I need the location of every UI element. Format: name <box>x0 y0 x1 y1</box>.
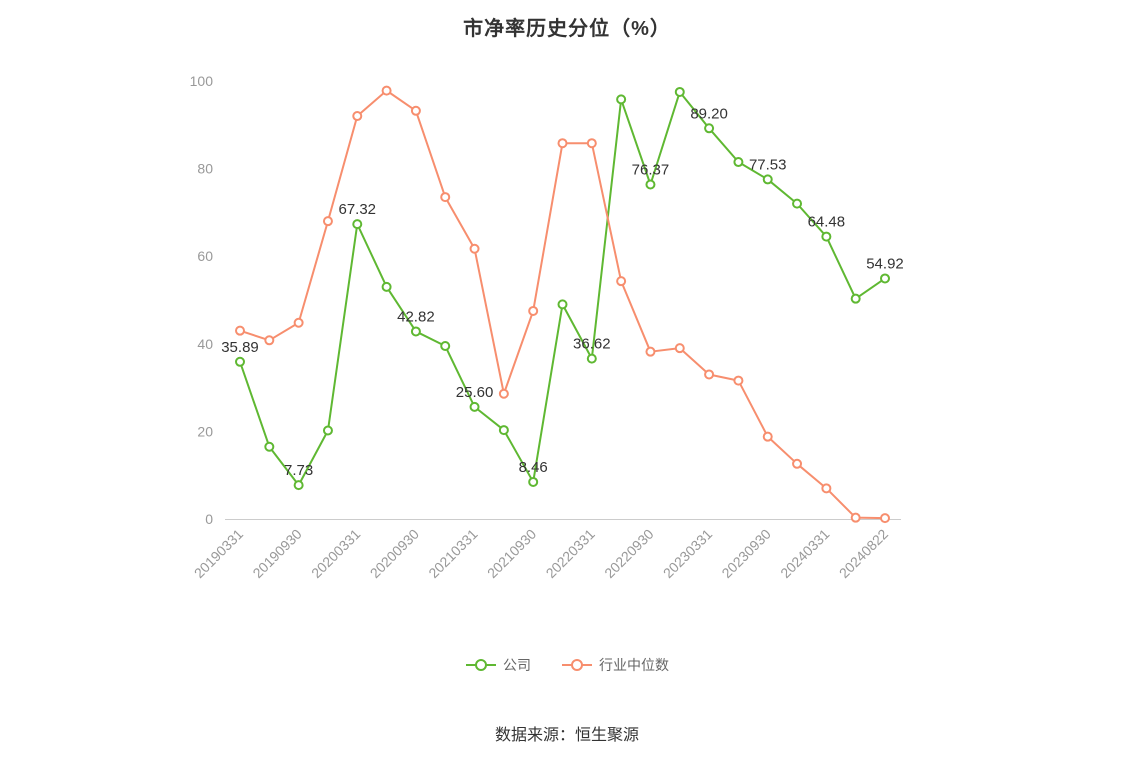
company-point-label: 64.48 <box>808 214 846 231</box>
company-data-point <box>733 157 744 168</box>
company-data-point <box>498 425 509 436</box>
x-axis-tick-label: 20240331 <box>777 526 833 582</box>
legend-label-company: 公司 <box>503 657 531 673</box>
line-chart-canvas: 0 20 40 60 80 100 20190331 20190930 20200331 2020… <box>190 73 904 582</box>
company-data-point <box>293 480 304 491</box>
company-data-point <box>352 219 363 230</box>
industry-median-data-point <box>645 346 656 357</box>
company-data-point <box>645 179 656 190</box>
legend-line-marker-icon <box>562 659 592 671</box>
industry-median-data-point <box>792 458 803 469</box>
x-axis-tick-label: 20230331 <box>660 526 716 582</box>
y-axis-tick-label: 40 <box>197 336 213 352</box>
company-data-point <box>381 281 392 292</box>
legend-line-marker-icon <box>466 659 496 671</box>
company-data-point <box>704 123 715 134</box>
company-point-label: 35.89 <box>221 339 259 356</box>
company-series-line <box>239 90 886 487</box>
x-axis-tick-label: 20210930 <box>484 526 540 582</box>
industry-median-data-point <box>410 105 421 116</box>
x-axis-tick-label: 20220930 <box>601 526 657 582</box>
x-axis-tick-label: 20240822 <box>836 526 892 582</box>
industry-median-data-point <box>440 192 451 203</box>
x-axis-tick-label: 20190930 <box>249 526 305 582</box>
industry-median-data-point <box>616 276 627 287</box>
company-data-point <box>674 86 685 97</box>
legend-item-industry-median[interactable]: 行业中位数 <box>561 655 669 675</box>
company-data-point <box>792 198 803 209</box>
company-point-label: 25.60 <box>456 384 494 401</box>
y-axis-tick-label: 20 <box>197 423 213 439</box>
y-axis-tick-label: 100 <box>190 73 214 89</box>
company-data-point <box>322 425 333 436</box>
industry-median-data-point <box>733 375 744 386</box>
y-axis-tick-label: 80 <box>197 161 213 177</box>
company-data-point <box>235 356 245 367</box>
company-data-point <box>762 174 773 185</box>
industry-median-data-point <box>821 483 832 494</box>
legend-label-industry-median: 行业中位数 <box>599 657 669 673</box>
industry-median-data-point <box>469 243 480 254</box>
x-axis-tick-label: 20200930 <box>367 526 423 582</box>
x-axis-tick-label: 20210331 <box>425 526 481 582</box>
x-axis-tick-label: 20230930 <box>718 526 774 582</box>
industry-median-data-point <box>352 111 363 122</box>
company-point-label: 8.46 <box>519 459 548 476</box>
chart-title: 市净率历史分位（%） <box>463 18 671 40</box>
industry-median-data-point <box>557 138 568 149</box>
industry-median-data-point <box>235 325 245 336</box>
company-point-label: 7.73 <box>284 462 313 479</box>
industry-median-data-point <box>880 513 890 524</box>
industry-median-data-point <box>674 343 685 354</box>
legend-item-company[interactable]: 公司 <box>465 655 531 675</box>
industry-median-data-point <box>704 369 715 380</box>
industry-median-data-point <box>586 138 597 149</box>
x-axis-tick-label: 20190331 <box>191 526 247 582</box>
company-data-point <box>469 401 480 412</box>
company-data-point <box>850 293 861 304</box>
company-point-label: 77.53 <box>749 156 787 173</box>
y-axis-tick-label: 60 <box>197 248 213 264</box>
industry-median-data-point <box>762 431 773 442</box>
company-data-point <box>557 299 568 310</box>
company-data-point <box>440 340 451 351</box>
company-data-point <box>528 476 539 487</box>
industry-median-data-point <box>528 305 539 316</box>
x-axis-tick-label: 20220331 <box>543 526 599 582</box>
industry-median-data-point <box>264 335 275 346</box>
x-axis-tick-label: 20200331 <box>308 526 364 582</box>
company-data-point <box>616 94 627 105</box>
chart-legend: 公司 行业中位数 <box>0 655 1134 675</box>
company-data-point <box>821 231 832 242</box>
company-point-label: 67.32 <box>338 201 376 218</box>
company-data-point <box>264 441 275 452</box>
industry-median-data-point <box>381 85 392 96</box>
company-data-point <box>410 326 421 337</box>
industry-median-data-point <box>322 216 333 227</box>
company-point-label: 42.82 <box>397 308 435 325</box>
company-point-label: 89.20 <box>690 105 728 122</box>
industry-median-data-point <box>498 388 509 399</box>
industry-median-data-point <box>850 512 861 523</box>
company-point-label: 76.37 <box>632 161 670 178</box>
company-data-point <box>880 273 890 284</box>
data-source-note: 数据来源：恒生聚源 <box>494 727 639 744</box>
company-data-point <box>586 353 597 364</box>
company-point-label: 54.92 <box>866 255 904 272</box>
industry-median-data-point <box>293 317 304 328</box>
y-axis-tick-label: 0 <box>205 511 213 527</box>
company-point-label: 36.62 <box>573 336 611 353</box>
